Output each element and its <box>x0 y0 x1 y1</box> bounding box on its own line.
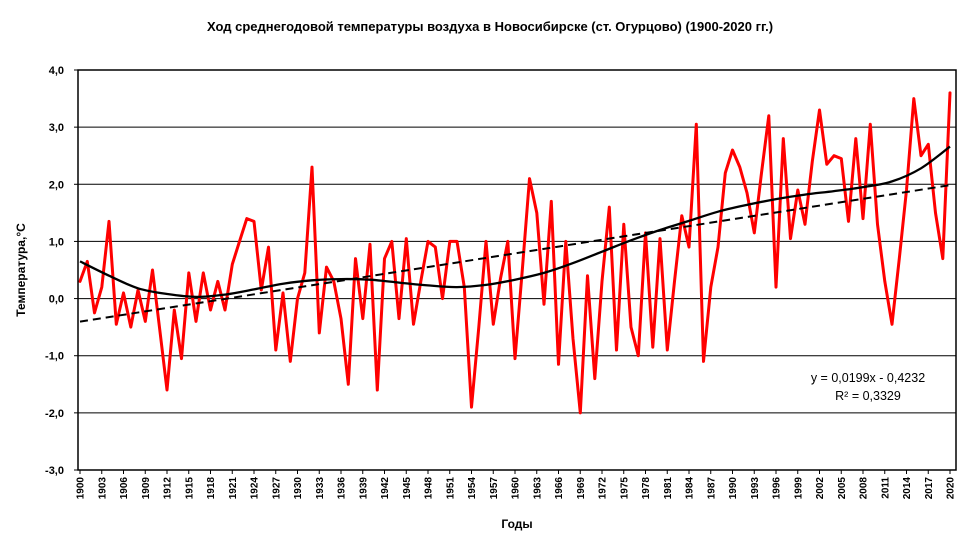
x-tick-label: 1912 <box>163 477 174 500</box>
y-tick-label: -1,0 <box>45 351 64 363</box>
x-tick-labels: 1900 1903 1906 1909 1912 1915 1918 1921 1924 1927… <box>76 477 957 500</box>
y-tick-label: 4,0 <box>49 65 64 77</box>
x-tick-label: 1978 <box>641 477 652 500</box>
y-tick-label: 0,0 <box>49 294 64 306</box>
x-tick-label: 1969 <box>576 477 587 500</box>
y-tick-label: 2,0 <box>49 179 64 191</box>
x-tick-label: 1948 <box>424 477 435 500</box>
x-tick-label: 1987 <box>706 477 717 500</box>
x-tick-label: 1963 <box>532 477 543 500</box>
x-tick-label: 1990 <box>728 477 739 500</box>
x-tick-label: 2002 <box>815 477 826 500</box>
x-tick-label: 2008 <box>859 477 870 500</box>
x-tick-label: 1945 <box>402 477 413 500</box>
x-tick-label: 1915 <box>184 477 195 500</box>
x-tick-label: 1975 <box>619 477 630 500</box>
y-tick-label: 3,0 <box>49 122 64 134</box>
x-tick-label: 1981 <box>663 477 674 500</box>
x-tick-label: 1909 <box>141 477 152 500</box>
x-tick-label: 1927 <box>271 477 282 500</box>
x-tick-label: 1951 <box>445 477 456 500</box>
x-tick-label: 1972 <box>598 477 609 500</box>
y-tick-label: 1,0 <box>49 236 64 248</box>
chart-title: Ход среднегодовой температуры воздуха в … <box>207 19 773 34</box>
x-tick-label: 1942 <box>380 477 391 500</box>
linear-trend-line <box>79 184 951 323</box>
x-tick-label: 1921 <box>228 477 239 500</box>
plot-frame <box>74 69 957 474</box>
x-tick-label: 2014 <box>902 477 913 500</box>
x-tick-label: 1933 <box>315 477 326 500</box>
x-tick-label: 2017 <box>924 477 935 500</box>
y-tick-label: -3,0 <box>45 465 64 477</box>
y-tick-labels: 4,0 3,0 2,0 1,0 0,0 -1,0 -2,0 -3,0 <box>45 65 64 477</box>
plot-border <box>77 69 957 471</box>
x-tick-label: 1999 <box>793 477 804 500</box>
x-tick-label: 1954 <box>467 477 478 500</box>
y-tick-label: -2,0 <box>45 408 64 420</box>
gridlines <box>78 126 956 414</box>
equation-text: y = 0,0199x - 0,4232 <box>811 371 925 385</box>
x-tick-label: 1939 <box>358 477 369 500</box>
x-tick-label: 1903 <box>97 477 108 500</box>
series-lines <box>78 91 952 415</box>
x-tick-label: 2011 <box>880 477 891 499</box>
x-tick-label: 1906 <box>119 477 130 500</box>
x-tick-label: 2005 <box>837 477 848 500</box>
x-tick-label: 1993 <box>750 477 761 500</box>
annual-temperature-line <box>78 91 952 415</box>
x-tick-label: 1984 <box>685 477 696 500</box>
smoothed-trend-line <box>79 145 951 299</box>
x-tick-label: 1966 <box>554 477 565 500</box>
x-tick-label: 1957 <box>489 477 500 500</box>
y-axis-title: Температура,°С <box>14 223 28 317</box>
x-tick-label: 1996 <box>772 477 783 500</box>
trend-equation-annotation: y = 0,0199x - 0,4232 R² = 0,3329 <box>811 371 925 403</box>
x-tick-label: 1960 <box>511 477 522 500</box>
x-axis-title: Годы <box>501 517 532 531</box>
r-squared-text: R² = 0,3329 <box>835 389 901 403</box>
x-tick-label: 1936 <box>337 477 348 500</box>
x-tick-label: 1900 <box>76 477 87 500</box>
x-tick-label: 1918 <box>206 477 217 500</box>
x-tick-label: 1924 <box>250 477 261 500</box>
x-tick-label: 2020 <box>946 477 957 500</box>
x-tick-label: 1930 <box>293 477 304 500</box>
